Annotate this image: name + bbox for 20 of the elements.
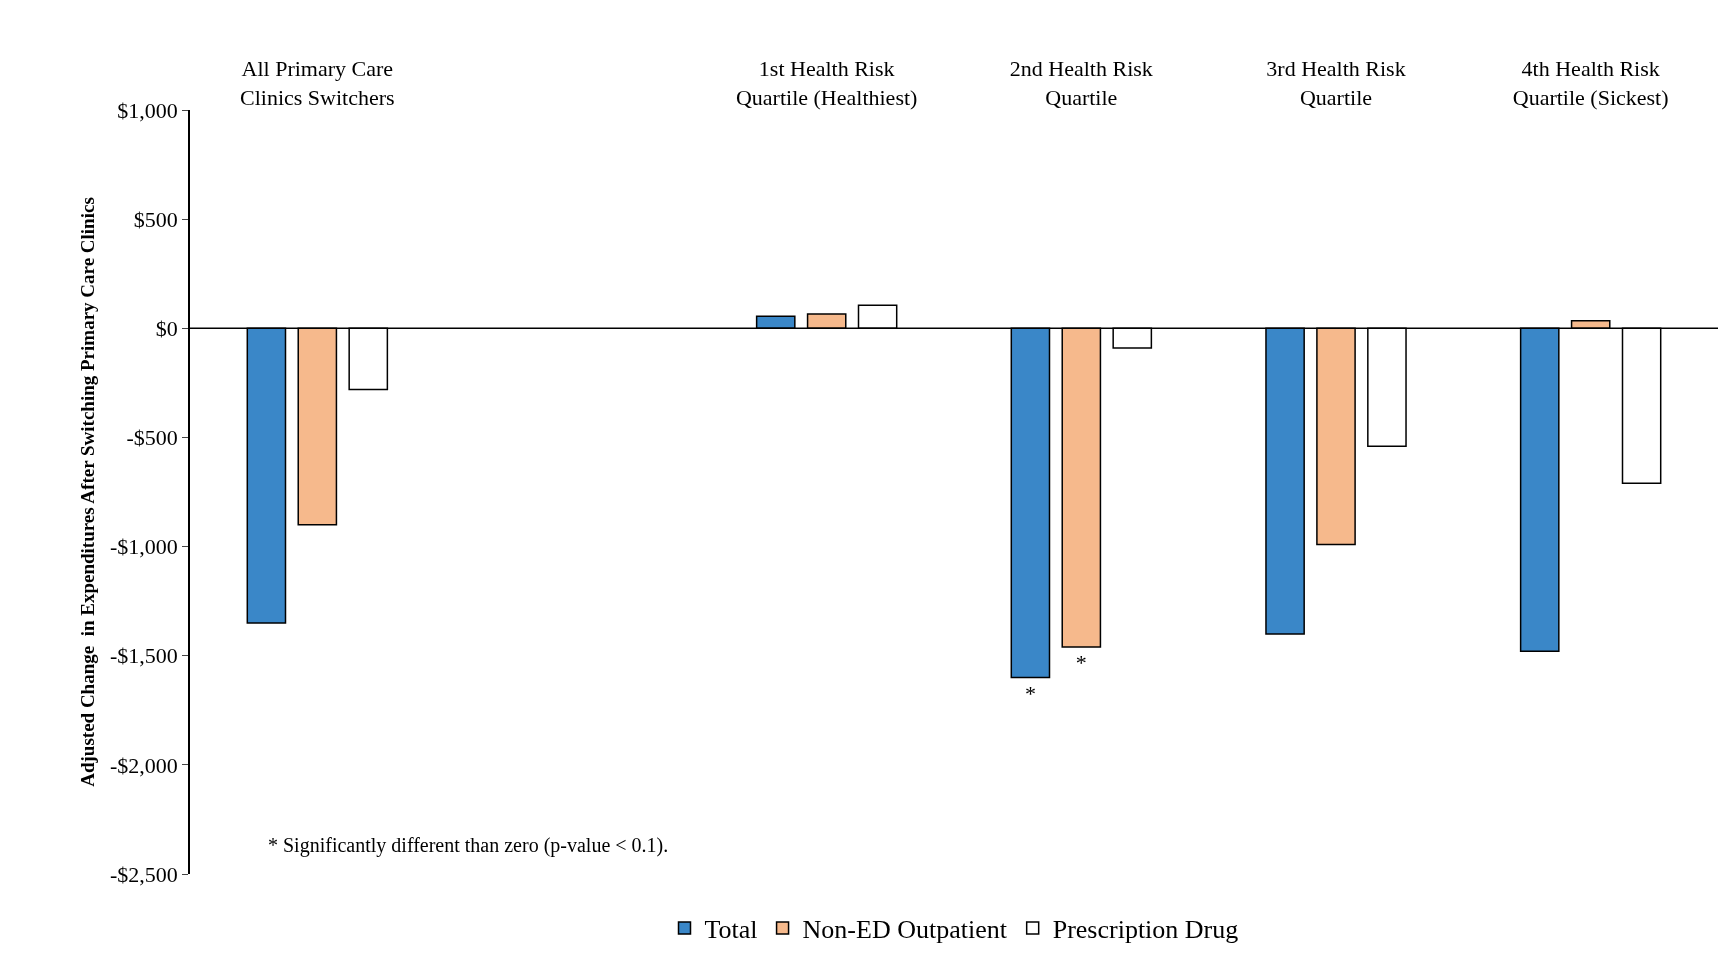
y-tick-label: $500 — [133, 206, 178, 232]
y-axis-title: Adjusted Change in Expenditures After Switching Primary Care Clinics — [77, 197, 99, 787]
y-tick-label: $1,000 — [117, 97, 178, 123]
legend-label: Total — [704, 915, 758, 945]
data-label: * — [1075, 649, 1087, 675]
y-tick-label: -$1,500 — [110, 643, 178, 669]
y-tick-label: -$2,000 — [110, 752, 178, 778]
x-tick-label: 3rd Health Risk Quartile — [1266, 56, 1406, 110]
x-tick-label: 1st Health Risk Quartile (Healthiest) — [735, 56, 918, 110]
x-tick-label: 2nd Health Risk Quartile — [1009, 56, 1153, 110]
y-tick-label: -$1,000 — [110, 534, 178, 560]
y-tick-label: -$500 — [126, 425, 178, 451]
x-tick-label: 4th Health Risk Quartile (Sickest) — [1512, 56, 1669, 110]
legend-label: Prescription Drug — [1052, 915, 1239, 945]
x-tick-label: All Primary Care Clinics Switchers — [240, 56, 395, 110]
y-tick-label: $0 — [155, 315, 178, 341]
data-label: * — [1024, 680, 1036, 706]
annotation: * Significantly different than zero (p-value < 0.1). — [268, 834, 669, 857]
legend-label: Non-ED Outpatient — [802, 915, 1008, 945]
y-tick-label: -$2,500 — [110, 861, 178, 887]
